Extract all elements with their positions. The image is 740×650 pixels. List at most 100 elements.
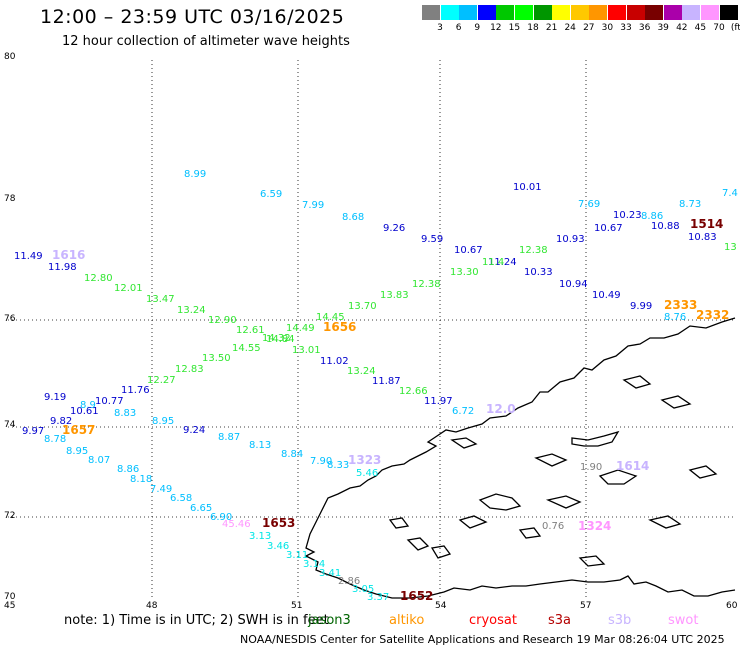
swh-value-label: 6.65 [190, 503, 212, 514]
swh-value-label: 12.90 [208, 315, 237, 326]
swh-value-label: 8.07 [88, 455, 110, 466]
swh-value-label: 12.83 [175, 364, 204, 375]
colorbar-swatch [459, 5, 478, 20]
colorbar-swatch [533, 5, 552, 20]
colorbar-label: 45 [694, 23, 707, 33]
colorbar-label: 3 [437, 23, 443, 33]
swh-value-label: 8.99 [184, 169, 206, 180]
swh-value-label: 11.97 [424, 396, 453, 407]
swh-value-label: 14.55 [232, 343, 261, 354]
swh-value-label: 11.4 [482, 257, 504, 268]
swh-value-label: 8.95 [66, 446, 88, 457]
swh-value-label: 10.23 [613, 210, 642, 221]
swh-value-label: 13.24 [347, 366, 376, 377]
swh-value-label: 8.78 [44, 434, 66, 445]
swh-value-label: 3.41 [319, 568, 341, 579]
swh-value-label: 7.69 [578, 199, 600, 210]
swh-value-label: 10.83 [688, 232, 717, 243]
swh-value-label: 8.87 [218, 432, 240, 443]
swh-value-label: 9.82 [50, 416, 72, 427]
swh-value-label: 6.59 [260, 189, 282, 200]
lat-label-72: 72 [4, 511, 16, 521]
legend-item-swot: swot [668, 613, 699, 628]
colorbar-swatch [440, 5, 459, 20]
swh-value-label: 8.68 [342, 212, 364, 223]
legend-item-jason3: jason3 [308, 613, 351, 628]
chart-title: 12:00 – 23:59 UTC 03/16/2025 [40, 6, 345, 28]
swh-value-label: 3.37 [367, 592, 389, 603]
colorbar-swatch [701, 5, 719, 20]
colorbar-label: 24 [564, 23, 576, 33]
colorbar-swatch [422, 5, 440, 20]
pass-time-label: 1514 [690, 217, 723, 231]
swh-value-label: 9.26 [383, 223, 405, 234]
pass-time-label: 1652 [400, 589, 433, 603]
colorbar-label: 9 [474, 23, 481, 33]
colorbar-label: 33 [620, 23, 632, 33]
swh-value-label: 13.70 [348, 301, 377, 312]
swh-value-label: 11.49 [14, 251, 43, 262]
swh-value-label: 13.30 [450, 267, 479, 278]
colorbar-label: 12 [490, 23, 502, 33]
swh-value-label: 12.61 [236, 325, 265, 336]
colorbar-swatch [719, 5, 738, 20]
chart-subtitle: 12 hour collection of altimeter wave hei… [62, 34, 350, 49]
swh-value-label: 7.49 [150, 484, 172, 495]
lat-label-74: 74 [4, 420, 16, 430]
legend-item-s3b: s3b [608, 613, 632, 628]
colorbar-label: 30 [601, 23, 614, 33]
graticule [8, 60, 735, 600]
swh-value-label: 6.58 [170, 493, 192, 504]
colorbar-swatch [626, 5, 645, 20]
swh-value-label: 3.13 [249, 531, 271, 542]
swh-value-label: 6.90 [210, 512, 232, 523]
swh-value-label: 13.24 [177, 305, 206, 316]
swh-value-label: 8.86 [641, 211, 663, 222]
note-text: note: 1) Time is in UTC; 2) SWH is in fe… [64, 613, 329, 628]
swh-value-label: 10.77 [95, 396, 124, 407]
pass-time-label: 1657 [62, 423, 95, 437]
swh-value-label: 8.18 [130, 474, 152, 485]
pass-time-label: 2333 [664, 298, 697, 312]
pass-time-label: 12.0 [486, 402, 516, 416]
swh-value-label: 12.80 [84, 273, 113, 284]
legend-item-altiko: altiko [389, 613, 425, 628]
greenland-coastline [304, 317, 736, 599]
swh-value-label: 8.9 [80, 400, 96, 411]
swh-value-label: 10.67 [454, 245, 483, 256]
swh-value-label: 11.87 [372, 376, 401, 387]
swh-value-label: 12.38 [519, 245, 548, 256]
swh-value-label: 11.02 [320, 356, 349, 367]
colorbar-label: 39 [657, 23, 669, 33]
pass-time-label: 1323 [348, 453, 381, 467]
lon-label-51: 51 [291, 601, 303, 611]
lon-label-60: 60 [726, 601, 738, 611]
swh-value-label: 10.49 [592, 290, 621, 301]
pass-time-label: 2332 [696, 308, 729, 322]
swh-value-label: 8.86 [117, 464, 139, 475]
colorbar-swatch [663, 5, 682, 20]
swh-value-label: 14.45 [316, 312, 345, 323]
swh-value-label: 7.4 [722, 188, 738, 199]
colorbar-swatch [682, 5, 701, 20]
pass-time-label: 1324 [578, 519, 611, 533]
swh-value-label: 5.46 [356, 468, 378, 479]
colorbar-label: (ft) [730, 23, 740, 33]
pass-time-label: 1614 [616, 459, 649, 473]
swh-value-label: 9.97 [22, 426, 44, 437]
swh-value-label: 2.86 [338, 576, 360, 587]
lon-label-45: 45 [4, 601, 16, 611]
colorbar-label: 70 [713, 23, 725, 33]
lon-label-48: 48 [146, 601, 158, 611]
swh-value-label: 11.98 [48, 262, 77, 273]
legend-item-cryosat: cryosat [469, 613, 517, 628]
swh-value-label: 13 [724, 242, 737, 253]
swh-value-label: 10.67 [594, 223, 623, 234]
swh-value-label: 0.76 [542, 521, 564, 532]
legend-item-s3a: s3a [548, 613, 572, 628]
swh-value-label: 10.88 [651, 221, 680, 232]
lon-label-54: 54 [435, 601, 447, 611]
pass-time-label: 1653 [262, 516, 295, 530]
swh-value-label: 10.94 [559, 279, 588, 290]
